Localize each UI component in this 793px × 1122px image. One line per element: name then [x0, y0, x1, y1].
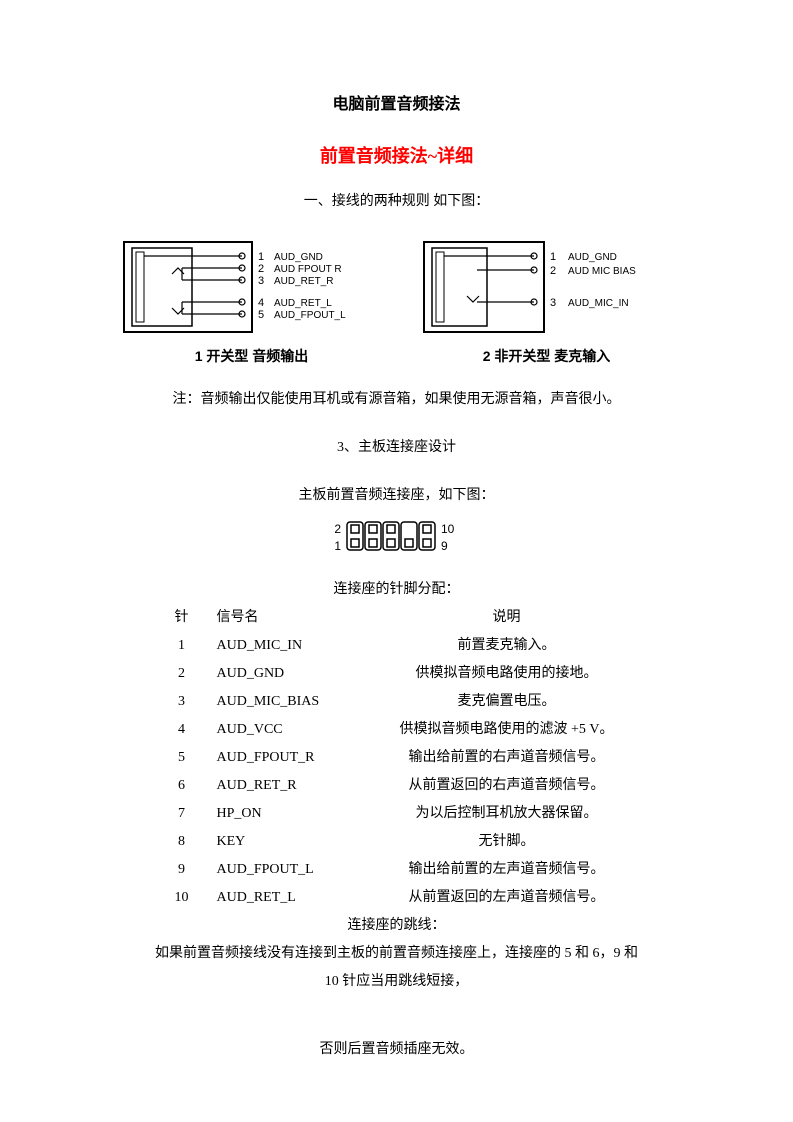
d1-pin-5-label: AUD_FPOUT_L: [274, 310, 346, 321]
pin-row: 6AUD_RET_R从前置返回的右声道音频信号。: [60, 772, 733, 800]
d1-pin-3-label: AUD_RET_R: [274, 276, 333, 287]
pin-header-sig: 信号名: [217, 604, 367, 632]
d2-pin-3-label: AUD_MIC_IN: [568, 298, 629, 309]
diagram-1: 1 2 3 4 5 AUD_GND AUD FPOUT R AUD_RET_R …: [122, 240, 382, 366]
pin-signal: HP_ON: [217, 800, 367, 828]
pin-num: 9: [147, 856, 217, 884]
pin-signal: AUD_VCC: [217, 716, 367, 744]
pin-signal: AUD_FPOUT_R: [217, 744, 367, 772]
d2-pin-3-num: 3: [550, 297, 556, 309]
pin-row: 5AUD_FPOUT_R输出给前置的右声道音频信号。: [60, 744, 733, 772]
pin-num: 10: [147, 884, 217, 912]
pin-header-desc: 说明: [367, 604, 647, 632]
pin-num: 5: [147, 744, 217, 772]
pin-table-title: 连接座的针脚分配：: [60, 576, 733, 604]
jumper-title: 连接座的跳线：: [60, 912, 733, 940]
d1-pin-2-num: 2: [258, 263, 264, 275]
d1-pin-4-label: AUD_RET_L: [274, 298, 332, 309]
jumper-p2: 10 针应当用跳线短接，: [60, 968, 733, 996]
mic-input-diagram: 1 2 3 AUD_GND AUD MIC BIAS AUD_MIC_IN: [422, 240, 672, 340]
pin-desc: 为以后控制耳机放大器保留。: [367, 800, 647, 828]
d1-pin-3-num: 3: [258, 275, 264, 287]
title-sub: 前置音频接法~详细: [60, 142, 733, 168]
pin-desc: 麦克偏置电压。: [367, 688, 647, 716]
pin-desc: 供模拟音频电路使用的接地。: [367, 660, 647, 688]
pin-row: 1AUD_MIC_IN前置麦克输入。: [60, 632, 733, 660]
note-1: 注：音频输出仅能使用耳机或有源音箱，如果使用无源音箱，声音很小。: [60, 386, 733, 414]
conn-right-bot: 9: [441, 539, 448, 553]
jumper-p3: 否则后置音频插座无效。: [60, 1036, 733, 1064]
pin-signal: AUD_RET_R: [217, 772, 367, 800]
pin-header-row: 针 信号名 说明: [60, 604, 733, 632]
pin-num: 8: [147, 828, 217, 856]
pin-signal: AUD_MIC_IN: [217, 632, 367, 660]
d1-pin-1-label: AUD_GND: [274, 252, 323, 263]
switch-audio-out-diagram: 1 2 3 4 5 AUD_GND AUD FPOUT R AUD_RET_R …: [122, 240, 382, 340]
pin-signal: KEY: [217, 828, 367, 856]
pin-table: 针 信号名 说明 1AUD_MIC_IN前置麦克输入。2AUD_GND供模拟音频…: [60, 604, 733, 912]
pin-row: 7HP_ON为以后控制耳机放大器保留。: [60, 800, 733, 828]
pin-num: 2: [147, 660, 217, 688]
header-connector-diagram: 2 1 10 9: [327, 518, 467, 558]
pin-num: 1: [147, 632, 217, 660]
document-page: 电脑前置音频接法 前置音频接法~详细 一、接线的两种规则 如下图：: [0, 0, 793, 1104]
conn-left-top: 2: [334, 522, 341, 536]
pin-num: 3: [147, 688, 217, 716]
d2-pin-1-num: 1: [550, 251, 556, 263]
pin-desc: 从前置返回的右声道音频信号。: [367, 772, 647, 800]
pin-row: 4AUD_VCC供模拟音频电路使用的滤波 +5 V。: [60, 716, 733, 744]
pin-desc: 输出给前置的右声道音频信号。: [367, 744, 647, 772]
pin-desc: 供模拟音频电路使用的滤波 +5 V。: [367, 716, 647, 744]
pin-header-num: 针: [147, 604, 217, 632]
pin-row: 2AUD_GND供模拟音频电路使用的接地。: [60, 660, 733, 688]
pin-signal: AUD_GND: [217, 660, 367, 688]
conn-left-bot: 1: [334, 539, 341, 553]
d1-pin-4-num: 4: [258, 297, 264, 309]
pin-signal: AUD_MIC_BIAS: [217, 688, 367, 716]
diagram-2-caption: 2 非开关型 麦克输入: [483, 346, 611, 366]
pin-row: 8KEY无针脚。: [60, 828, 733, 856]
note-3: 主板前置音频连接座，如下图：: [60, 482, 733, 510]
conn-right-top: 10: [441, 522, 455, 536]
diagram-row: 1 2 3 4 5 AUD_GND AUD FPOUT R AUD_RET_R …: [60, 240, 733, 366]
note-2: 3、主板连接座设计: [60, 434, 733, 462]
d1-pin-2-label: AUD FPOUT R: [274, 264, 342, 275]
pin-desc: 前置麦克输入。: [367, 632, 647, 660]
diagram-1-caption: 1 开关型 音频输出: [195, 346, 309, 366]
pin-desc: 输出给前置的左声道音频信号。: [367, 856, 647, 884]
pin-num: 4: [147, 716, 217, 744]
pin-desc: 从前置返回的左声道音频信号。: [367, 884, 647, 912]
d1-pin-5-num: 5: [258, 309, 264, 321]
pin-row: 10AUD_RET_L从前置返回的左声道音频信号。: [60, 884, 733, 912]
pin-signal: AUD_RET_L: [217, 884, 367, 912]
diagram-2: 1 2 3 AUD_GND AUD MIC BIAS AUD_MIC_IN 2 …: [422, 240, 672, 366]
d2-pin-1-label: AUD_GND: [568, 252, 617, 263]
pin-desc: 无针脚。: [367, 828, 647, 856]
d1-pin-1-num: 1: [258, 251, 264, 263]
d2-pin-2-label: AUD MIC BIAS: [568, 266, 636, 277]
pin-num: 6: [147, 772, 217, 800]
d2-pin-2-num: 2: [550, 265, 556, 277]
title-main: 电脑前置音频接法: [60, 90, 733, 114]
intro-text: 一、接线的两种规则 如下图：: [60, 190, 733, 210]
pin-num: 7: [147, 800, 217, 828]
pin-signal: AUD_FPOUT_L: [217, 856, 367, 884]
pin-row: 9AUD_FPOUT_L输出给前置的左声道音频信号。: [60, 856, 733, 884]
pin-row: 3AUD_MIC_BIAS麦克偏置电压。: [60, 688, 733, 716]
jumper-p1: 如果前置音频接线没有连接到主板的前置音频连接座上，连接座的 5 和 6，9 和: [60, 940, 733, 968]
